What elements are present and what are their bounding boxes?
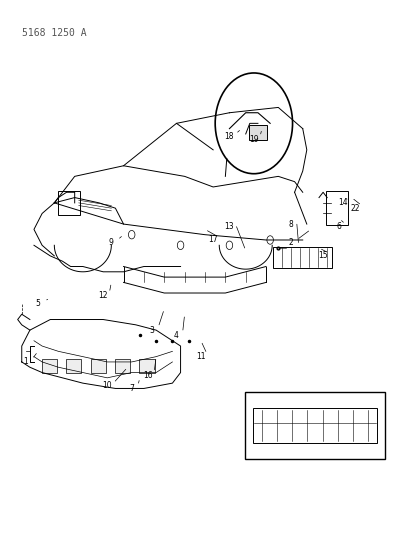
Text: 13: 13: [326, 400, 335, 409]
Text: 8: 8: [288, 220, 292, 229]
Text: 21: 21: [253, 413, 262, 422]
FancyBboxPatch shape: [326, 191, 348, 225]
Text: 2: 2: [288, 238, 292, 247]
Text: 10: 10: [102, 381, 112, 390]
FancyBboxPatch shape: [66, 359, 81, 373]
Text: 22: 22: [350, 204, 360, 213]
FancyBboxPatch shape: [248, 125, 266, 140]
Text: 5168 1250 A: 5168 1250 A: [22, 28, 86, 38]
Text: 7: 7: [129, 384, 134, 393]
Text: 1: 1: [23, 358, 28, 367]
FancyBboxPatch shape: [252, 408, 376, 443]
Text: 20: 20: [297, 416, 307, 425]
Text: 4: 4: [174, 331, 178, 340]
Text: 6: 6: [336, 222, 341, 231]
Text: 15: 15: [317, 252, 327, 261]
Text: 13: 13: [224, 222, 234, 231]
Text: 11: 11: [196, 352, 205, 361]
FancyBboxPatch shape: [273, 247, 331, 268]
Text: 17: 17: [208, 236, 218, 245]
Text: 9: 9: [109, 238, 114, 247]
Text: 3: 3: [149, 326, 154, 335]
FancyBboxPatch shape: [244, 392, 384, 459]
Text: 19: 19: [248, 135, 258, 144]
Text: 14: 14: [338, 198, 347, 207]
FancyBboxPatch shape: [90, 359, 106, 373]
Text: 18: 18: [224, 132, 234, 141]
FancyBboxPatch shape: [42, 359, 56, 373]
Text: 12: 12: [98, 291, 108, 300]
Text: 5: 5: [36, 299, 40, 308]
Text: 16: 16: [143, 370, 153, 379]
FancyBboxPatch shape: [115, 359, 130, 373]
FancyBboxPatch shape: [57, 191, 79, 215]
FancyBboxPatch shape: [139, 359, 154, 373]
